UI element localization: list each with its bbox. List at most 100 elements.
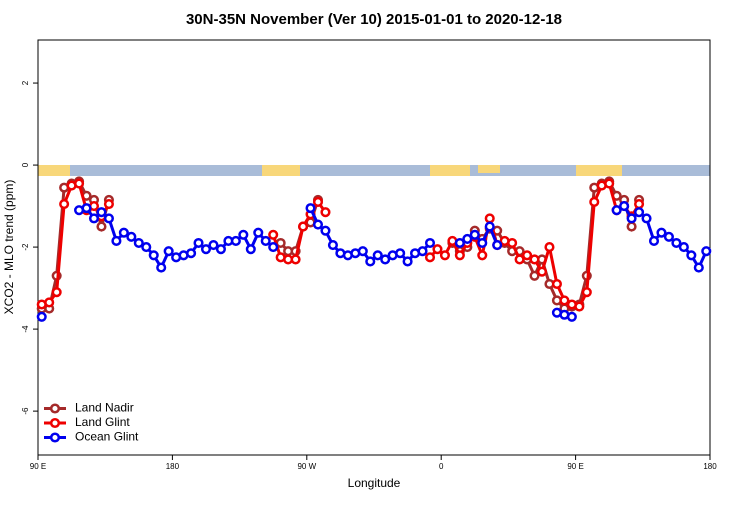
data-point [148, 250, 159, 261]
data-point [96, 221, 107, 232]
data-point [641, 213, 652, 224]
data-point [395, 248, 406, 259]
data-point [529, 270, 540, 281]
data-point [634, 207, 645, 218]
data-point [103, 213, 114, 224]
x-tick-label: 180 [166, 462, 180, 471]
data-point [626, 213, 637, 224]
data-point [581, 287, 592, 298]
data-point [260, 235, 271, 246]
data-point [193, 237, 204, 249]
data-point [44, 297, 55, 308]
data-point [133, 237, 144, 249]
data-point [320, 207, 331, 218]
legend-label: Land Glint [75, 415, 130, 429]
data-point [454, 250, 465, 261]
x-tick-label: 90 W [297, 462, 316, 471]
land-mask [38, 165, 710, 176]
data-point [536, 266, 548, 277]
legend-label: Land Nadir [75, 401, 134, 415]
data-point [312, 196, 324, 208]
data-point [559, 295, 570, 306]
data-point [186, 248, 197, 259]
data-point [96, 207, 107, 218]
chart-title: 30N-35N November (Ver 10) 2015-01-01 to … [186, 11, 562, 28]
data-point [507, 237, 518, 249]
data-point [357, 246, 368, 257]
data-point [477, 250, 488, 261]
data-point [372, 250, 383, 261]
data-point [59, 198, 70, 210]
data-point [402, 256, 413, 267]
data-point [156, 262, 167, 273]
data-point [678, 242, 689, 253]
legend-marker [49, 403, 61, 414]
y-tick-label: -6 [21, 407, 30, 415]
data-point [208, 239, 219, 251]
data-point [74, 178, 85, 189]
data-point [589, 196, 600, 208]
data-point [648, 235, 660, 246]
data-point [484, 213, 495, 224]
data-point [268, 242, 279, 253]
data-point [238, 229, 249, 240]
data-point [126, 231, 137, 242]
x-tick-label: 90 E [30, 462, 46, 471]
data-point [88, 213, 100, 224]
data-point [529, 254, 540, 265]
data-point [268, 229, 279, 240]
data-point [320, 225, 331, 236]
data-point [327, 239, 338, 251]
y-tick-label: 0 [21, 162, 30, 167]
data-point [663, 231, 674, 242]
data-point [454, 237, 465, 249]
data-point [492, 239, 503, 251]
data-point [380, 254, 391, 265]
legend-marker [49, 417, 61, 429]
x-axis-label: Longitude [348, 476, 401, 490]
data-point [626, 221, 637, 232]
data-point [611, 205, 622, 216]
data-point [365, 256, 376, 267]
data-point [200, 244, 212, 255]
data-point [36, 311, 47, 322]
data-point [469, 229, 480, 240]
data-point [81, 203, 92, 214]
data-point [432, 244, 443, 255]
data-point [312, 219, 324, 230]
data-point [566, 311, 577, 322]
data-point [671, 237, 682, 249]
y-tick-label: -2 [21, 243, 30, 251]
data-point [701, 246, 712, 257]
data-point [634, 198, 645, 210]
y-tick-label: 2 [21, 80, 30, 85]
series-line [41, 181, 111, 306]
data-point [103, 198, 114, 210]
data-point [574, 301, 585, 312]
data-point [522, 250, 533, 261]
data-point [656, 227, 667, 238]
data-point [551, 278, 562, 290]
data-point [686, 250, 697, 261]
data-point [604, 178, 615, 189]
data-point [619, 201, 630, 212]
data-point [51, 287, 62, 298]
data-point [163, 246, 174, 257]
data-point [141, 242, 152, 253]
legend-marker [49, 432, 61, 443]
data-point [439, 250, 450, 261]
data-point [290, 254, 301, 265]
data-point [477, 237, 488, 249]
data-point [245, 244, 256, 255]
data-point [253, 227, 264, 238]
data-point [424, 252, 436, 263]
data-point [298, 221, 309, 232]
y-tick-label: -4 [21, 325, 30, 333]
x-tick-label: 90 E [567, 462, 583, 471]
data-point [417, 246, 428, 257]
data-point [111, 235, 122, 246]
data-point [215, 244, 226, 255]
legend-label: Ocean Glint [75, 430, 139, 444]
data-point [514, 254, 525, 265]
